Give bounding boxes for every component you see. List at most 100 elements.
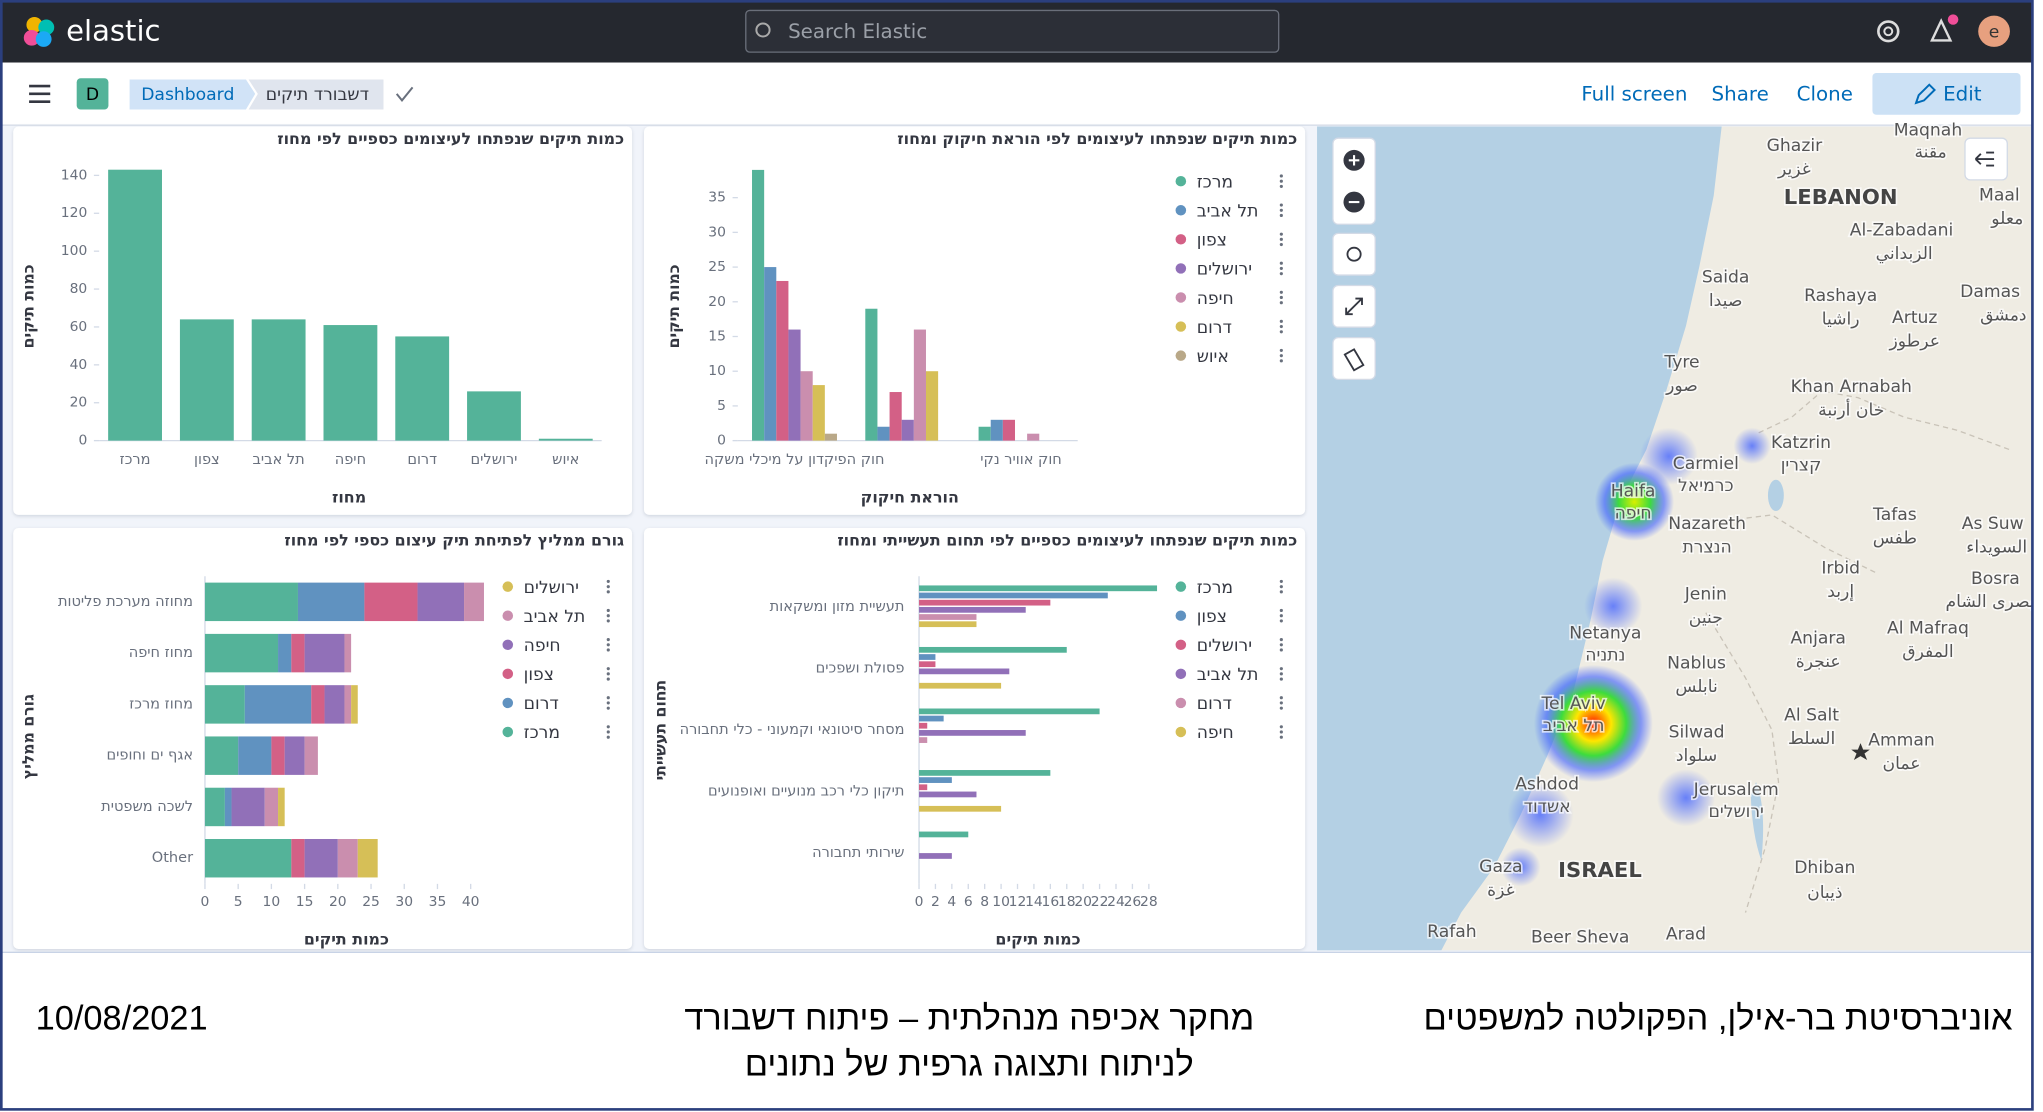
avatar[interactable] (1978, 15, 2010, 47)
legend-label: דרום (524, 694, 559, 714)
breadcrumb[interactable]: Dashboard (141, 85, 234, 105)
bar (919, 770, 1051, 776)
menu-button[interactable] (29, 84, 51, 103)
bar-segment (204, 838, 292, 878)
legend-menu-dot (606, 579, 610, 583)
map[interactable]: Maqnah مقنة Ghazir غزير LEBANON Maal معلو Al-Za… (1317, 119, 2036, 951)
legend-menu-dot (606, 706, 610, 710)
x-tick-label: 26 (1124, 894, 1142, 910)
edit-button[interactable] (1872, 73, 2021, 115)
y-tick-label: מחוז מרכז (129, 696, 193, 712)
legend-menu-dot (1279, 301, 1283, 305)
x-tick-label: 12 (1009, 894, 1027, 910)
y-tick-label: תעשיית מזון ומשקאות (770, 599, 905, 615)
map-label: Jenin (1684, 585, 1727, 605)
measure-button[interactable] (1332, 336, 1376, 381)
map-label: Irbid (1821, 558, 1860, 578)
bar-segment (231, 787, 265, 827)
help-icon[interactable] (1877, 20, 1900, 43)
heat-spot (1733, 427, 1771, 465)
y-tick-label: 25 (708, 259, 726, 275)
y-tick-label: 20 (708, 294, 726, 310)
x-tick-label: צפון (194, 452, 220, 468)
share-button[interactable]: Share (1712, 83, 1769, 106)
panel: כמות תיקים שנפתחו לעיצומים כספיים לפי תח… (643, 527, 1306, 950)
legend-swatch (1175, 292, 1187, 303)
panel-title: כמות תיקים שנפתחו לעיצומים כספיים לפי תח… (837, 531, 1297, 550)
bar (919, 831, 969, 838)
legend-menu-dot (1279, 579, 1283, 583)
y-tick-label: מחוז חיפה (129, 645, 193, 661)
full-screen-button[interactable]: Full screen (1581, 83, 1687, 106)
x-tick-label: 18 (1058, 894, 1076, 910)
bar (800, 371, 813, 441)
footer-title: מחקר אכיפה מנהלתית – פיתוח דשבורד (684, 1000, 1254, 1038)
avatar-initial: e (1989, 23, 2000, 43)
panel: גורם ממליץ לפתיחת תיק עיצום כספי לפי מחו… (13, 527, 633, 950)
legend-menu-dot (1279, 725, 1283, 729)
bar (919, 614, 977, 620)
y-tick-label: 30 (708, 224, 726, 240)
bar-segment (364, 582, 418, 622)
breadcrumb-bg (248, 79, 384, 110)
legend-menu-dot (1279, 735, 1283, 739)
y-tick-label: 100 (61, 243, 87, 259)
search-box[interactable] (745, 9, 1280, 53)
heat-spot (1594, 462, 1675, 542)
legend-menu-dot (1279, 701, 1283, 705)
legend-swatch (502, 639, 514, 650)
legend-label: תל אביב (1197, 665, 1259, 685)
map-label: Carmiel (1673, 454, 1739, 474)
logo-text: elastic (66, 14, 160, 48)
legend-menu-dot (1279, 295, 1283, 300)
legend-menu-dot (606, 637, 610, 642)
breadcrumb-bg[interactable] (129, 79, 256, 110)
y-tick-label: 35 (708, 190, 726, 206)
x-tick-label: 15 (296, 894, 314, 910)
map-label: Haifa (1611, 482, 1656, 502)
x-tick-label: 20 (329, 894, 347, 910)
map-label: Al Mafraq (1887, 618, 1969, 638)
heat-spot (1639, 427, 1698, 485)
clone-button[interactable]: Clone (1797, 83, 1853, 106)
map-label: Silwad (1669, 723, 1725, 743)
x-tick-label: חיפה (335, 452, 366, 468)
bar (824, 433, 837, 441)
news-icon[interactable] (1930, 14, 1959, 42)
x-tick-label: 10 (263, 894, 281, 910)
panels: כמות תיקים שנפתחו לעיצומים כספיים לפי מח… (13, 126, 1306, 950)
y-axis-title: תחום תעשייתי (651, 680, 670, 781)
legend-swatch (502, 726, 514, 738)
x-tick-label: 20 (1074, 894, 1092, 910)
legend-menu-dot (1279, 614, 1283, 618)
map-label: Katzrin (1771, 433, 1831, 453)
legend-menu-dot (1279, 359, 1283, 363)
bar (752, 169, 765, 441)
legend-menu-dot (606, 585, 610, 589)
heat-spot (1507, 782, 1574, 848)
y-tick-label: מסחר סיטונאי וקמעוני - כלי תחבורה (680, 722, 905, 738)
legend-menu-dot (606, 667, 610, 671)
bar (919, 715, 944, 722)
locate-button[interactable] (1332, 232, 1376, 276)
space-badge[interactable] (76, 78, 109, 110)
legend-label: מרכז (1197, 173, 1233, 193)
bar (919, 805, 1002, 812)
map-label: Al-Zabadani (1850, 221, 1953, 241)
map-label: Tel Aviv (1540, 694, 1605, 714)
x-axis-title: מחוז (332, 488, 366, 507)
map-label: عرطوز (1888, 332, 1940, 352)
map-label: Al Salt (1784, 706, 1839, 726)
x-axis-title: כמות תיקים (995, 929, 1080, 948)
map-label: Anjara (1790, 629, 1846, 649)
bar-segment (351, 685, 358, 724)
map-label: As Suw (1962, 514, 2024, 534)
bar (467, 391, 521, 441)
map-label: صيدا (1709, 291, 1743, 311)
legend-menu-dot (1279, 619, 1283, 623)
x-tick-label: 14 (1025, 894, 1043, 910)
legend-menu-dot (1279, 637, 1283, 642)
capital-star (1851, 743, 1870, 761)
x-tick-label: 28 (1140, 894, 1158, 910)
y-tick-label: 0 (717, 433, 726, 449)
